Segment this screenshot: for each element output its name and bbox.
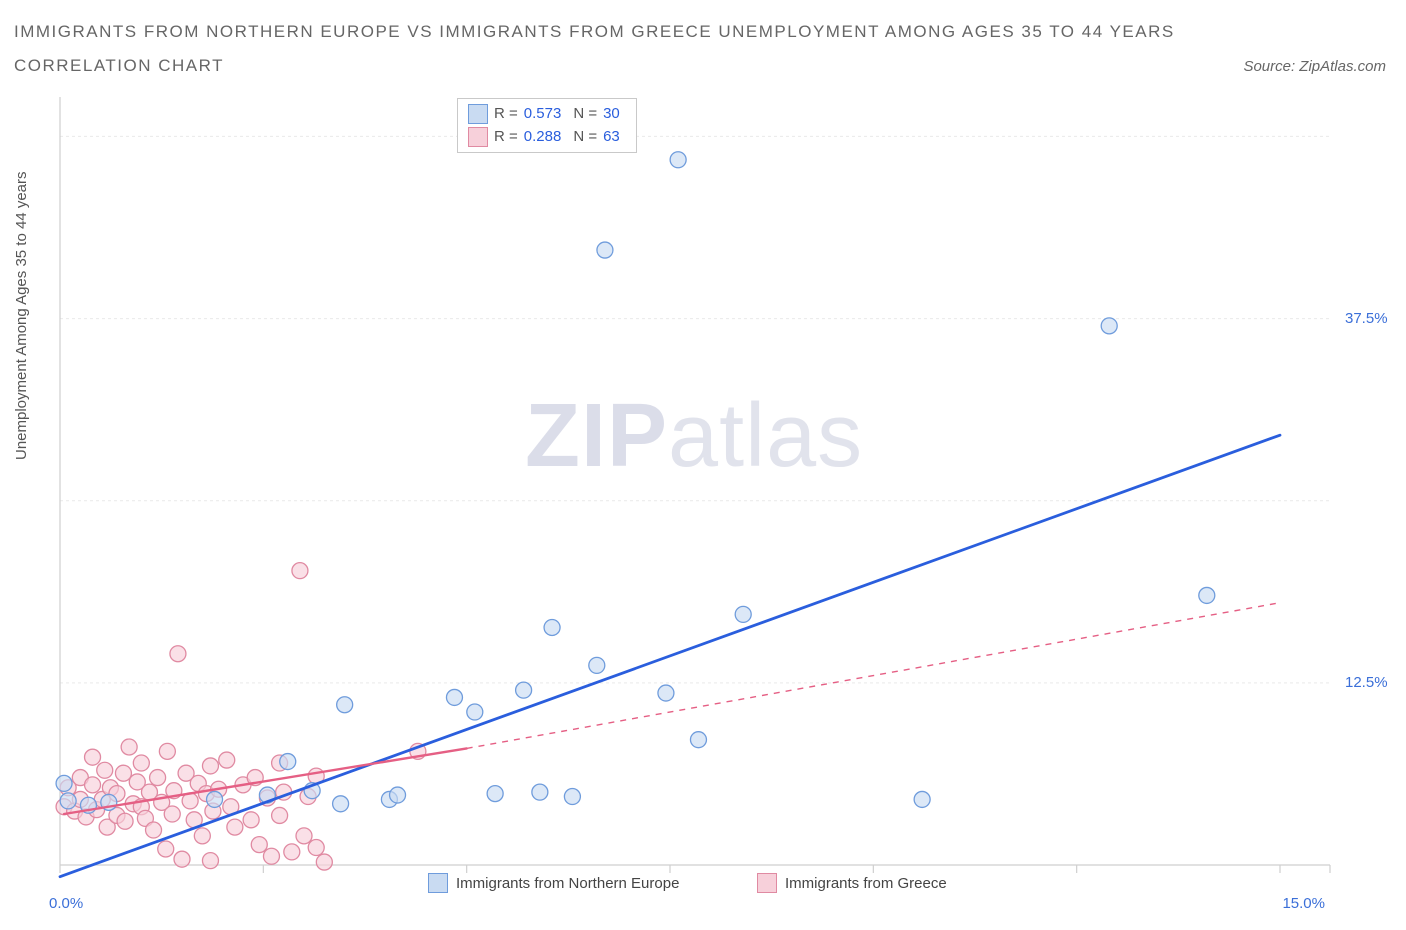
stat-label-n: N = [573,126,597,149]
y-axis-label: Unemployment Among Ages 35 to 44 years [13,171,30,460]
stats-row-pink: R = 0.288 N = 63 [468,126,626,149]
x-tick-label-0: 0.0% [49,895,83,912]
stat-value-n-blue: 30 [603,103,620,126]
stat-label-n: N = [573,103,597,126]
y-tick-label: 37.5% [1345,310,1388,327]
chart-title: IMMIGRANTS FROM NORTHERN EUROPE VS IMMIG… [14,15,1175,83]
stat-label-r: R = [494,103,518,126]
legend-label-blue: Immigrants from Northern Europe [456,875,679,892]
chart-area: ZIPatlas R = 0.573 N = 30 R = 0.288 N = … [55,95,1390,890]
swatch-blue-icon [428,873,448,893]
x-tick-label-15: 15.0% [1282,895,1325,912]
correlation-stats-box: R = 0.573 N = 30 R = 0.288 N = 63 [457,98,637,153]
stats-row-blue: R = 0.573 N = 30 [468,103,626,126]
legend-label-pink: Immigrants from Greece [785,875,947,892]
swatch-pink-icon [757,873,777,893]
legend-item-pink: Immigrants from Greece [757,873,947,893]
stat-value-r-pink: 0.288 [524,126,562,149]
title-line-1: IMMIGRANTS FROM NORTHERN EUROPE VS IMMIG… [14,15,1175,49]
scatter-plot-svg [55,95,1390,890]
title-line-2: CORRELATION CHART [14,49,1175,83]
source-attribution: Source: ZipAtlas.com [1243,58,1386,75]
swatch-pink-icon [468,127,488,147]
legend-item-blue: Immigrants from Northern Europe [428,873,679,893]
stat-value-n-pink: 63 [603,126,620,149]
y-tick-label: 12.5% [1345,674,1388,691]
stat-value-r-blue: 0.573 [524,103,562,126]
stat-label-r: R = [494,126,518,149]
swatch-blue-icon [468,104,488,124]
